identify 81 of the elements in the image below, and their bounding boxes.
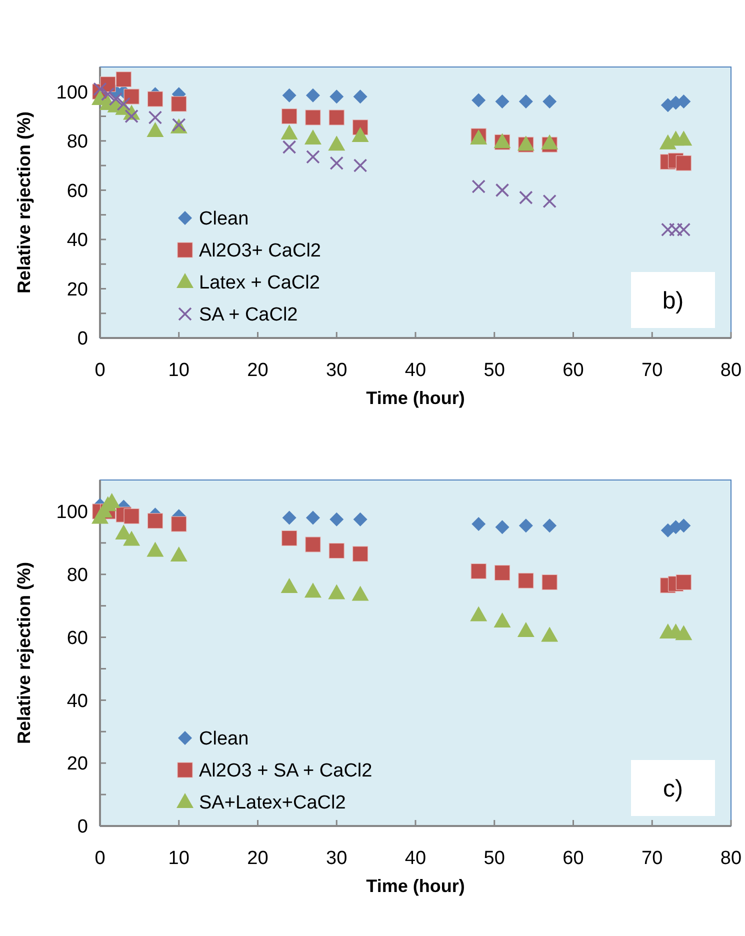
point — [280, 124, 298, 140]
legend-label: Al2O3+ CaCl2 — [199, 240, 321, 262]
y-tick-label: 100 — [56, 502, 88, 524]
x-tick-label: 60 — [562, 360, 584, 381]
point — [676, 155, 692, 171]
point — [328, 110, 344, 126]
point — [675, 130, 692, 146]
y-axis-title: Relative rejection (%) — [14, 562, 34, 744]
annotation: b) — [662, 287, 684, 314]
y-tick-label: 20 — [66, 279, 88, 300]
x-tick-label: 80 — [720, 360, 742, 381]
y-tick-label: 40 — [66, 690, 88, 712]
x-tick-label: 20 — [247, 848, 268, 869]
x-tick-label: 50 — [484, 848, 505, 869]
x-tick-label: 10 — [168, 848, 190, 869]
point — [108, 92, 123, 106]
x-tick-label: 20 — [247, 360, 268, 381]
point — [495, 94, 510, 108]
x-tick-label: 0 — [94, 848, 106, 869]
point — [353, 158, 368, 172]
y-tick-label: 60 — [66, 180, 88, 202]
legend-label: SA+Latex+CaCl2 — [199, 792, 346, 814]
point — [305, 110, 321, 126]
y-axis-title: Relative rejection (%) — [14, 111, 34, 294]
point — [353, 90, 368, 104]
point — [306, 150, 320, 164]
x-axis-title: Time (hour) — [366, 388, 465, 408]
point — [306, 88, 320, 102]
point — [171, 96, 187, 112]
legend-label: Latex + CaCl2 — [199, 272, 320, 294]
x-tick-label: 30 — [326, 848, 348, 869]
y-tick-label: 60 — [66, 628, 88, 649]
y-tick-label: 80 — [66, 565, 88, 586]
x-tick-label: 40 — [404, 848, 426, 869]
y-tick-label: 0 — [77, 816, 88, 838]
point — [330, 156, 344, 170]
y-tick-label: 80 — [66, 132, 88, 153]
point — [116, 97, 131, 111]
point — [116, 72, 132, 88]
x-tick-label: 70 — [642, 848, 663, 869]
point — [147, 91, 164, 107]
x-tick-label: 10 — [168, 360, 190, 381]
point — [542, 194, 556, 208]
legend-label: SA + CaCl2 — [199, 304, 298, 326]
point — [282, 108, 298, 124]
point — [472, 93, 486, 108]
point — [328, 136, 346, 151]
point — [124, 88, 140, 104]
point — [148, 110, 162, 124]
y-tick-label: 0 — [77, 328, 88, 350]
point — [352, 126, 369, 142]
y-tick-label: 100 — [56, 82, 88, 104]
point — [330, 90, 344, 104]
point — [93, 82, 107, 96]
x-tick-label: 40 — [404, 360, 426, 381]
x-tick-label: 50 — [484, 360, 505, 381]
y-tick-label: 40 — [66, 230, 88, 252]
x-tick-label: 80 — [720, 848, 742, 869]
point — [282, 88, 296, 102]
point — [519, 190, 533, 204]
point — [541, 134, 558, 150]
x-tick-label: 60 — [562, 848, 584, 869]
point — [472, 180, 486, 194]
point — [282, 140, 296, 154]
point — [146, 122, 164, 138]
legend-label: Al2O3 + SA + CaCl2 — [199, 760, 372, 782]
point — [124, 109, 138, 124]
point — [668, 222, 683, 236]
legend-label: Clean — [199, 208, 249, 230]
point — [518, 94, 533, 108]
annotation: c) — [663, 775, 683, 802]
legend-label: Clean — [199, 728, 249, 750]
point — [100, 87, 115, 101]
x-tick-label: 0 — [94, 360, 106, 381]
y-tick-label: 20 — [66, 754, 88, 775]
point — [304, 129, 322, 144]
point — [542, 94, 557, 108]
x-axis-title: Time (hour) — [366, 876, 465, 896]
x-tick-label: 70 — [642, 360, 663, 381]
x-tick-label: 30 — [326, 360, 348, 381]
point — [495, 183, 510, 198]
